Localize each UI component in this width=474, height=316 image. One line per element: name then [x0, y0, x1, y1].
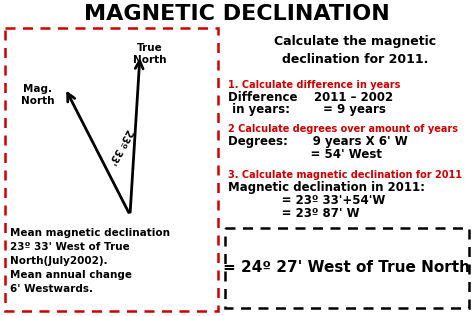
Text: Calculate the magnetic
declination for 2011.: Calculate the magnetic declination for 2…	[274, 35, 436, 66]
Text: 23º 33': 23º 33'	[107, 127, 134, 166]
Text: in years:        = 9 years: in years: = 9 years	[228, 103, 386, 116]
Text: Degrees:      9 years X 6' W: Degrees: 9 years X 6' W	[228, 135, 408, 148]
Text: 3. Calculate magnetic declination for 2011: 3. Calculate magnetic declination for 20…	[228, 170, 462, 180]
Text: = 54' West: = 54' West	[228, 148, 382, 161]
Text: True
North: True North	[133, 43, 167, 64]
Text: = 23º 87' W: = 23º 87' W	[228, 207, 360, 220]
Text: Mag.
North: Mag. North	[21, 84, 55, 106]
Text: = 23º 33'+54'W: = 23º 33'+54'W	[228, 194, 385, 207]
Text: Difference    2011 – 2002: Difference 2011 – 2002	[228, 91, 393, 104]
Text: Magnetic declination in 2011:: Magnetic declination in 2011:	[228, 181, 425, 194]
Bar	[225, 228, 469, 308]
Text: Mean magnetic declination
23º 33' West of True
North(July2002).
Mean annual chan: Mean magnetic declination 23º 33' West o…	[10, 228, 170, 294]
Text: 2 Calculate degrees over amount of years: 2 Calculate degrees over amount of years	[228, 124, 458, 134]
Text: = 24º 27' West of True North: = 24º 27' West of True North	[224, 260, 471, 276]
Text: 1. Calculate difference in years: 1. Calculate difference in years	[228, 80, 401, 90]
Bar	[5, 28, 218, 311]
Text: MAGNETIC DECLINATION: MAGNETIC DECLINATION	[84, 4, 390, 24]
